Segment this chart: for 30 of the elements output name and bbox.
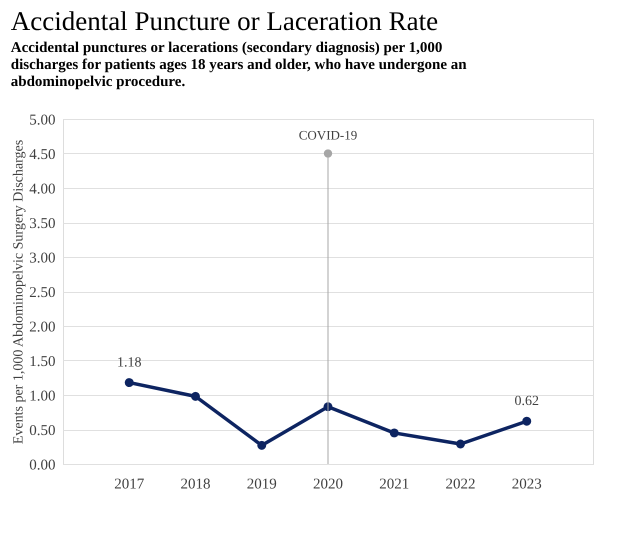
y-tick-label: 0.00 <box>29 458 56 474</box>
x-tick-label: 2018 <box>180 476 210 492</box>
data-label: 0.62 <box>514 394 539 410</box>
point <box>257 440 266 450</box>
point <box>191 392 200 401</box>
point <box>456 440 465 448</box>
chart-title: Accidental Puncture or Laceration Rate <box>10 6 438 36</box>
y-tick-label: 2.00 <box>29 320 56 336</box>
data-label: 1.18 <box>117 356 142 371</box>
x-tick-label: 2022 <box>446 476 476 492</box>
y-tick-label: 0.50 <box>29 423 56 439</box>
point <box>390 428 399 438</box>
chart-subtitle: Accidental punctures or lacerations (secondary diagnosis) per 1,000 discharges for patients ages 18 years and older, who have undergone an abdominopelvic procedure. <box>10 40 468 90</box>
y-tick-label: 4.50 <box>29 147 56 163</box>
x-tick-label: 2021 <box>379 476 410 492</box>
x-tick-label: 2023 <box>512 476 542 492</box>
x-tick-label: 2020 <box>313 476 343 492</box>
y-tick-label: 4.00 <box>29 182 56 198</box>
x-tick-label: 2019 <box>246 476 277 492</box>
x-tick-label: 2017 <box>114 476 145 492</box>
point <box>522 416 532 426</box>
point <box>124 378 134 388</box>
y-tick-label: 2.50 <box>29 285 56 301</box>
y-tick-label: 1.00 <box>29 388 56 404</box>
y-tick-label: 1.50 <box>29 354 56 370</box>
y-axis-title: Events per 1,000 Abdominopelvic Surgery Discharges <box>11 140 26 444</box>
annotation: COVID-19 <box>298 128 358 142</box>
y-tick-label: 5.00 <box>29 112 56 128</box>
y-tick-label: 3.00 <box>29 250 56 266</box>
y-tick-label: 3.50 <box>29 216 56 232</box>
